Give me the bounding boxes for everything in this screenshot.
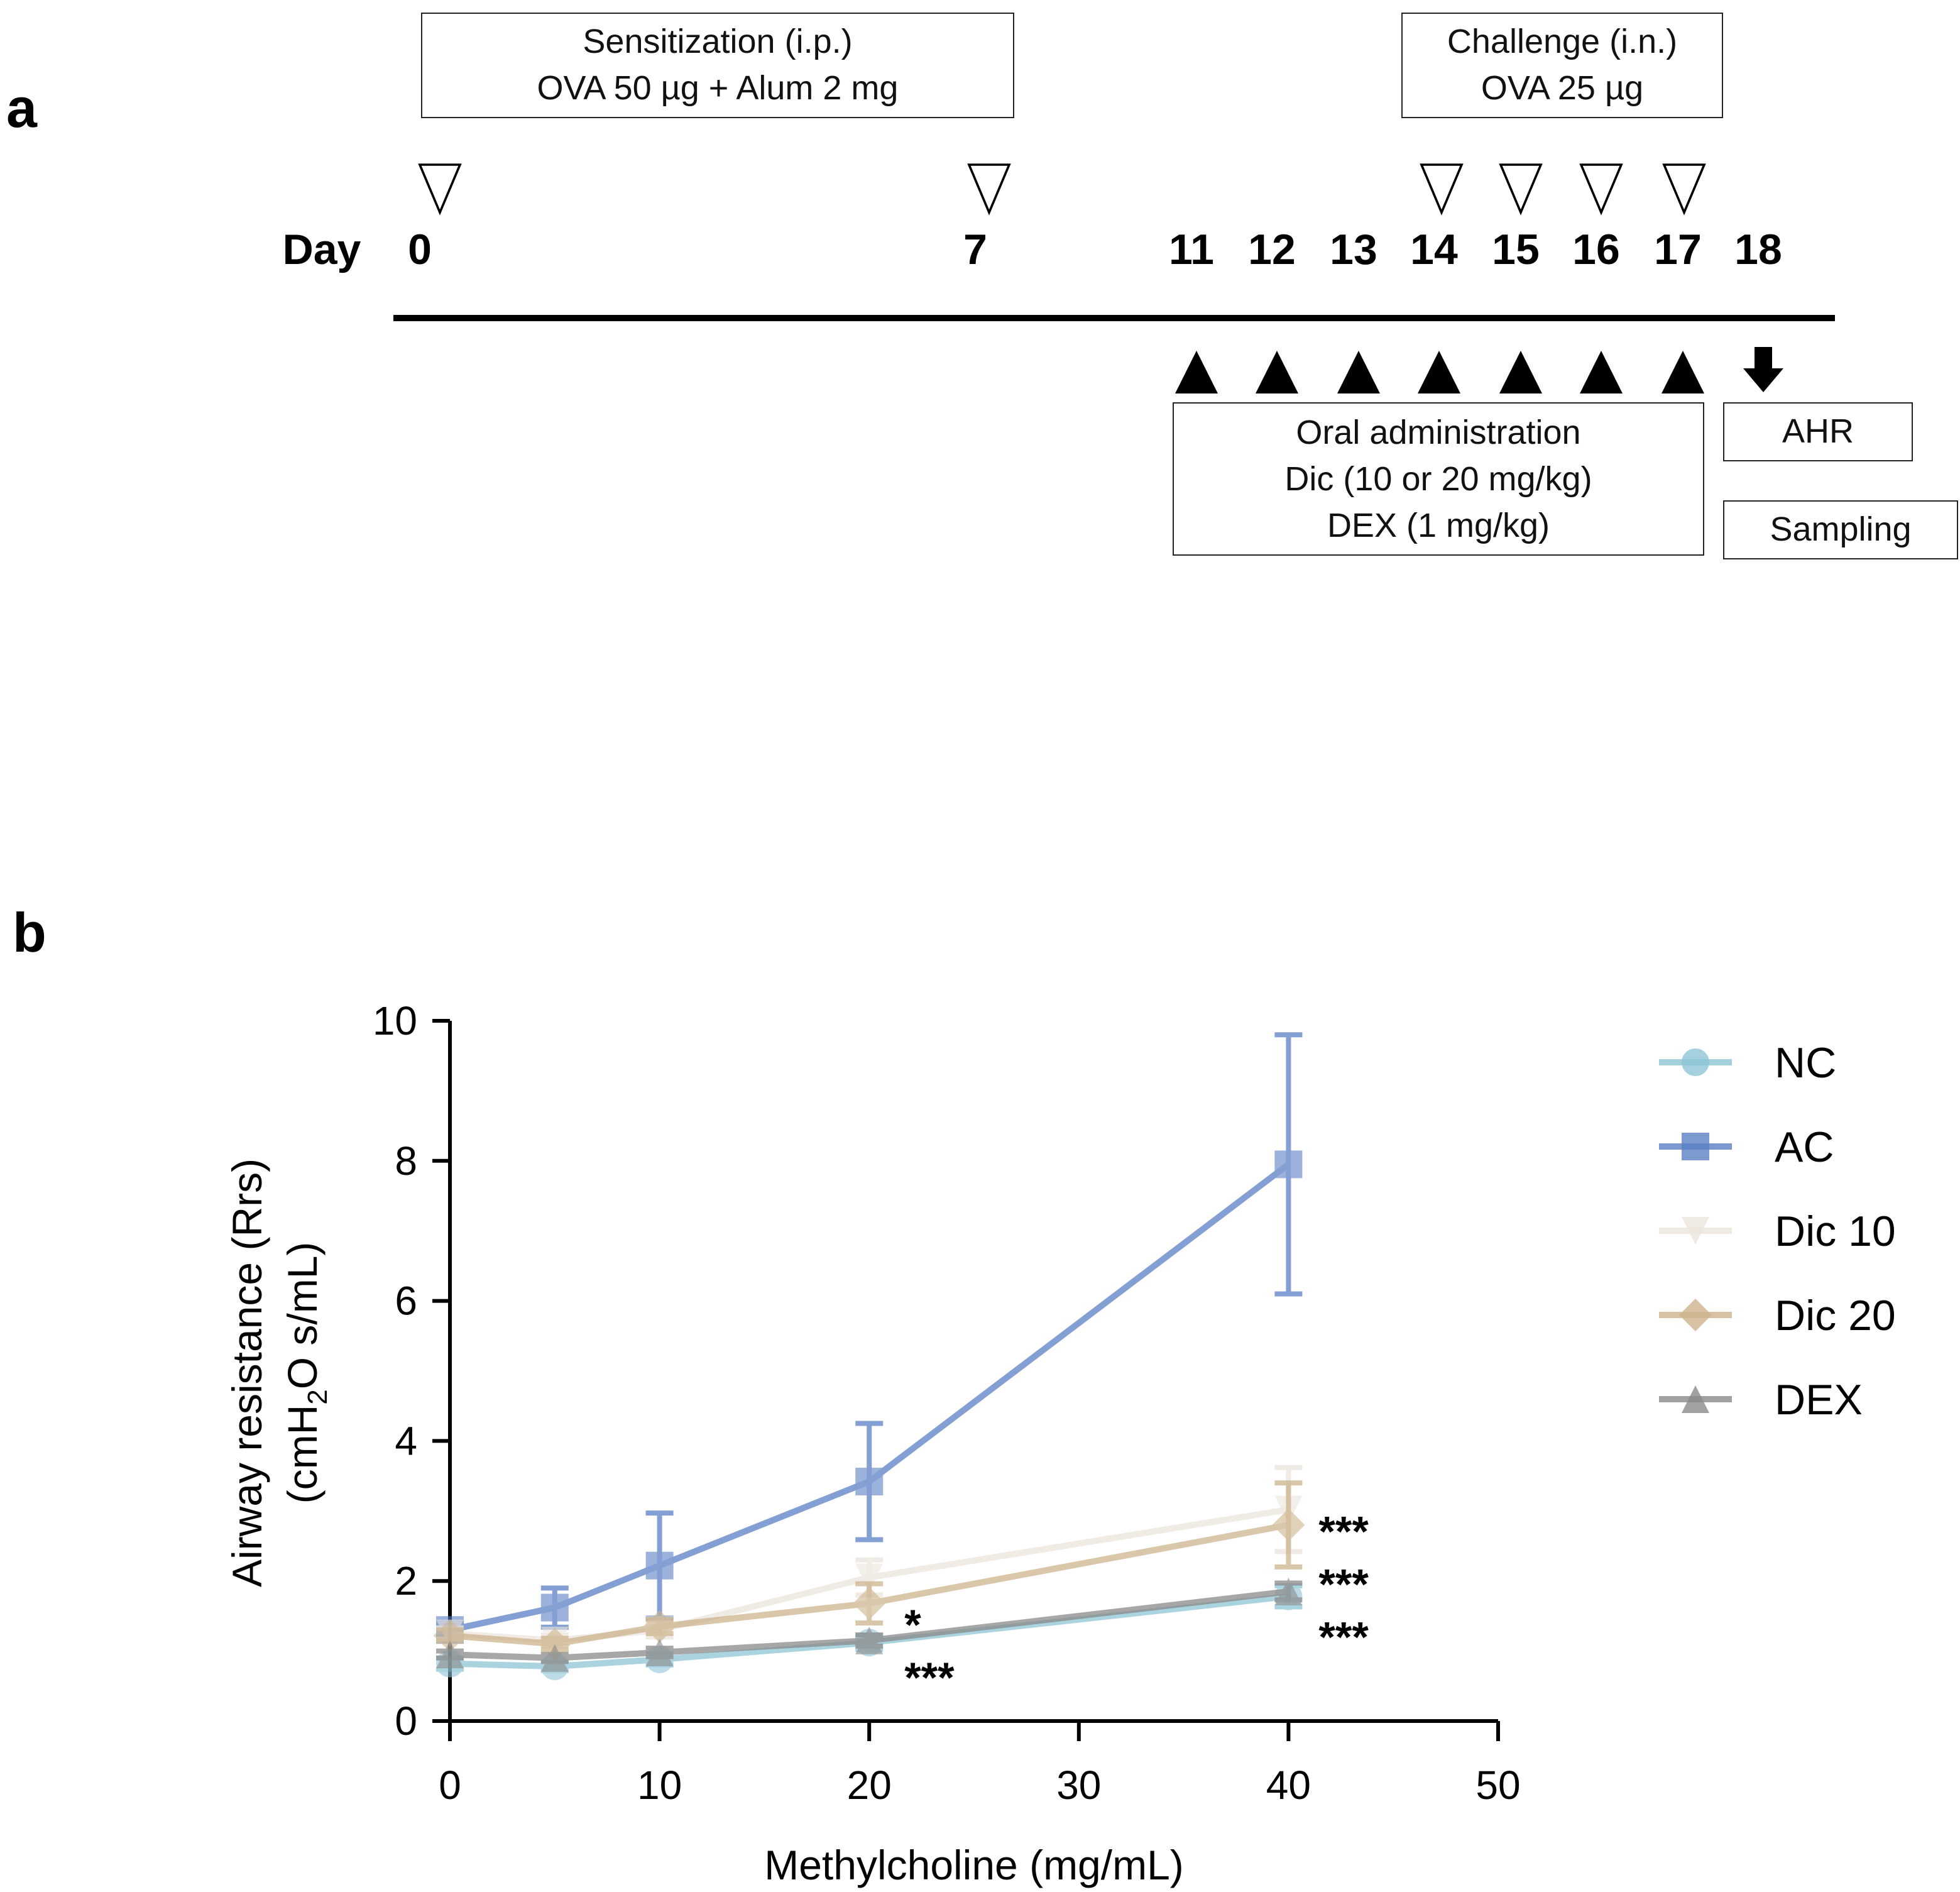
x-tick-label: 20 — [847, 1763, 892, 1808]
legend-label: DEX — [1775, 1376, 1863, 1424]
panel-b-label: b — [13, 903, 47, 964]
legend-label: AC — [1775, 1123, 1834, 1171]
data-point — [436, 1641, 464, 1669]
challenge-line1: Challenge (i.n.) — [1447, 23, 1678, 60]
legend-marker — [1682, 1133, 1709, 1160]
oral-line2: Dic (10 or 20 mg/kg) — [1284, 459, 1592, 497]
y-tick-label: 6 — [395, 1279, 417, 1324]
y-tick-label: 8 — [395, 1138, 417, 1184]
legend-label: Dic 10 — [1775, 1207, 1896, 1255]
data-point — [540, 1593, 569, 1622]
x-tick-label: 40 — [1266, 1763, 1311, 1808]
day-11: 11 — [1169, 226, 1214, 274]
legend-item: DEX — [1659, 1376, 1863, 1424]
day-label: Day — [282, 226, 361, 274]
day-17: 17 — [1654, 226, 1702, 274]
panel-a-label: a — [6, 78, 37, 140]
sensitization-box: Sensitization (i.p.) OVA 50 µg + Alum 2 … — [421, 13, 1014, 118]
y-tick-label: 4 — [395, 1418, 417, 1463]
oral-dose-triangle-icon — [1337, 351, 1380, 393]
y-axis-label-line2: (cmH2O s/mL) — [279, 1242, 333, 1504]
legend-item: AC — [1659, 1123, 1834, 1171]
endpoint-arrow-icon — [1743, 347, 1783, 392]
day-12: 12 — [1248, 226, 1296, 274]
data-point — [855, 1563, 884, 1592]
oral-line1: Oral administration — [1296, 413, 1581, 451]
x-tick-label: 0 — [439, 1763, 461, 1808]
data-point — [540, 1644, 569, 1672]
oral-dose-triangle-icon — [1662, 351, 1704, 393]
data-point — [645, 1551, 674, 1580]
data-point — [855, 1468, 884, 1496]
injection-triangle-icon — [1579, 163, 1623, 216]
oral-administration-box: Oral administration Dic (10 or 20 mg/kg)… — [1173, 402, 1704, 556]
day-14: 14 — [1410, 226, 1458, 274]
day-16: 16 — [1572, 226, 1620, 274]
injection-triangle-icon — [967, 163, 1011, 216]
legend-item: Dic 10 — [1659, 1207, 1896, 1255]
day-18: 18 — [1734, 226, 1782, 274]
significance-marker: *** — [1318, 1508, 1369, 1556]
legend-item: Dic 20 — [1659, 1292, 1896, 1339]
data-point — [1274, 1150, 1303, 1179]
x-tick-label: 30 — [1056, 1763, 1101, 1808]
airway-resistance-chart: Airway resistance (Rrs) (cmH2O s/mL) Met… — [224, 998, 1896, 1888]
challenge-box: Challenge (i.n.) OVA 25 µg — [1401, 13, 1723, 118]
challenge-line2: OVA 25 µg — [1481, 69, 1644, 107]
ahr-label: AHR — [1782, 412, 1854, 450]
significance-marker: * — [904, 1601, 921, 1649]
day-7: 7 — [963, 226, 987, 274]
oral-line3: DEX (1 mg/kg) — [1327, 506, 1550, 544]
y-axis-label-line1: Airway resistance (Rrs) — [224, 1158, 270, 1587]
injection-triangle-icon — [418, 163, 462, 216]
oral-dose-triangle-icon — [1499, 351, 1542, 393]
data-point — [434, 1619, 466, 1653]
sensitization-line1: Sensitization (i.p.) — [583, 23, 853, 60]
data-point — [645, 1638, 674, 1666]
legend-marker — [1682, 1048, 1709, 1076]
legend-marker — [1679, 1299, 1712, 1331]
sampling-box: Sampling — [1723, 500, 1958, 559]
legend-marker — [1682, 1217, 1709, 1245]
y-tick-label: 10 — [373, 998, 417, 1043]
legend-label: Dic 20 — [1775, 1292, 1896, 1339]
data-point — [853, 1587, 886, 1620]
series-dic-20 — [434, 1480, 1305, 1661]
timeline — [393, 163, 1835, 393]
series-ac — [436, 1032, 1303, 1644]
x-tick-label: 10 — [637, 1763, 682, 1808]
day-13: 13 — [1330, 226, 1377, 274]
data-point — [643, 1610, 676, 1643]
sensitization-line2: OVA 50 µg + Alum 2 mg — [537, 69, 899, 107]
significance-marker: *** — [1318, 1561, 1369, 1609]
significance-marker: *** — [904, 1654, 955, 1702]
oral-dose-triangle-icon — [1256, 351, 1298, 393]
series-dex — [436, 1577, 1303, 1672]
y-tick-label: 2 — [395, 1558, 417, 1603]
oral-dose-triangle-icon — [1418, 351, 1460, 393]
ahr-box: AHR — [1723, 402, 1913, 461]
legend-item: NC — [1659, 1039, 1836, 1087]
x-axis-label: Methylcholine (mg/mL) — [764, 1842, 1184, 1888]
legend-marker — [1682, 1385, 1709, 1413]
data-point — [1272, 1509, 1305, 1542]
injection-triangle-icon — [1499, 163, 1543, 216]
oral-dose-triangle-icon — [1175, 351, 1218, 393]
significance-marker: *** — [1318, 1614, 1369, 1661]
x-tick-label: 50 — [1475, 1763, 1520, 1808]
data-point — [1274, 1577, 1303, 1605]
injection-triangle-icon — [1662, 163, 1706, 216]
data-point — [855, 1626, 884, 1654]
legend-label: NC — [1775, 1039, 1836, 1087]
y-tick-label: 0 — [395, 1698, 417, 1744]
oral-dose-triangle-icon — [1580, 351, 1623, 393]
day-15: 15 — [1492, 226, 1540, 274]
day-0: 0 — [408, 226, 432, 274]
sampling-label: Sampling — [1770, 510, 1912, 548]
injection-triangle-icon — [1420, 163, 1464, 216]
